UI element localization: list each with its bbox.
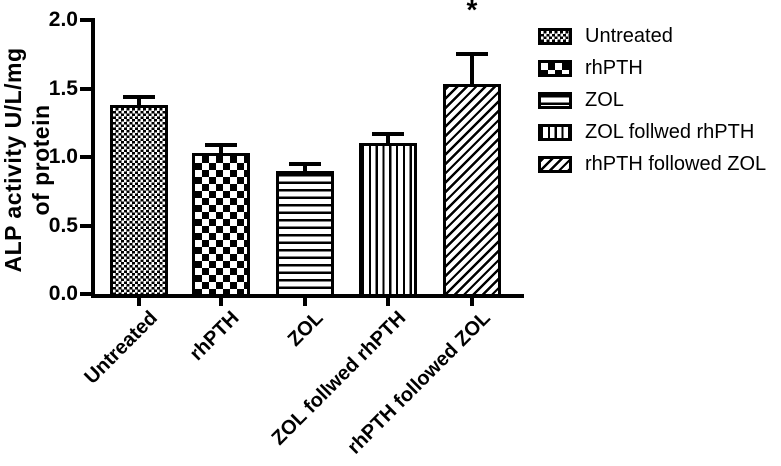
error-bar-cap	[289, 162, 321, 167]
legend-label: ZOL	[585, 89, 624, 111]
y-tick-label: 0.0	[48, 282, 78, 305]
error-bar-stem	[470, 55, 474, 88]
error-bar-stem	[386, 136, 390, 147]
legend-swatch-fine-check	[538, 28, 572, 45]
y-axis-line	[91, 18, 95, 298]
x-category-label: rhPTH	[185, 307, 244, 365]
y-tick	[80, 292, 92, 296]
bar	[443, 84, 501, 297]
legend-swatch-hlines	[538, 92, 572, 109]
legend-entry: rhPTH	[538, 57, 766, 79]
legend-swatch-vlines	[538, 124, 572, 141]
legend-label: Untreated	[585, 25, 673, 47]
y-tick	[80, 223, 92, 228]
x-tick	[470, 298, 474, 306]
bar	[192, 152, 250, 297]
bar	[359, 143, 417, 297]
legend-entry: ZOL	[538, 89, 766, 111]
error-bar-cap	[205, 143, 237, 148]
y-tick	[80, 86, 92, 91]
x-category-label: rhPTH followed ZOL	[343, 307, 495, 459]
x-tick	[137, 298, 141, 306]
legend-label: rhPTH followed ZOL	[585, 153, 767, 175]
bar	[110, 104, 168, 297]
significance-asterisk: *	[466, 0, 478, 25]
legend-entry: Untreated	[538, 25, 766, 47]
x-tick	[303, 298, 307, 306]
y-tick	[80, 155, 92, 159]
y-tick-label: 0.5	[48, 213, 78, 237]
legend-swatch-diag	[538, 156, 572, 173]
y-axis-title-line1: ALP activity U/L/mg	[0, 47, 26, 273]
legend: Untreated rhPTH ZOL ZOL follwed rhPTH rhPTH …	[538, 25, 767, 188]
x-category-label: ZOL	[283, 307, 328, 351]
y-tick	[80, 18, 92, 22]
y-tick-label: 1.5	[48, 76, 78, 100]
error-bar-cap	[456, 51, 488, 56]
error-bar-stem	[137, 99, 141, 108]
bar	[276, 170, 334, 297]
y-tick-label: 1.0	[48, 145, 78, 168]
legend-entry: rhPTH followed ZOL	[538, 153, 767, 175]
legend-entry: ZOL follwed rhPTH	[538, 121, 766, 143]
y-tick-label: 2.0	[48, 8, 78, 31]
legend-label: rhPTH	[585, 57, 643, 79]
error-bar-stem	[303, 166, 307, 174]
error-bar-cap	[123, 95, 155, 100]
legend-label: ZOL follwed rhPTH	[585, 121, 755, 143]
x-tick	[386, 298, 390, 306]
legend-swatch-check	[538, 60, 572, 77]
x-category-label: Untreated	[79, 307, 162, 389]
error-bar-stem	[219, 147, 223, 156]
error-bar-cap	[372, 132, 404, 137]
x-tick	[219, 298, 223, 306]
